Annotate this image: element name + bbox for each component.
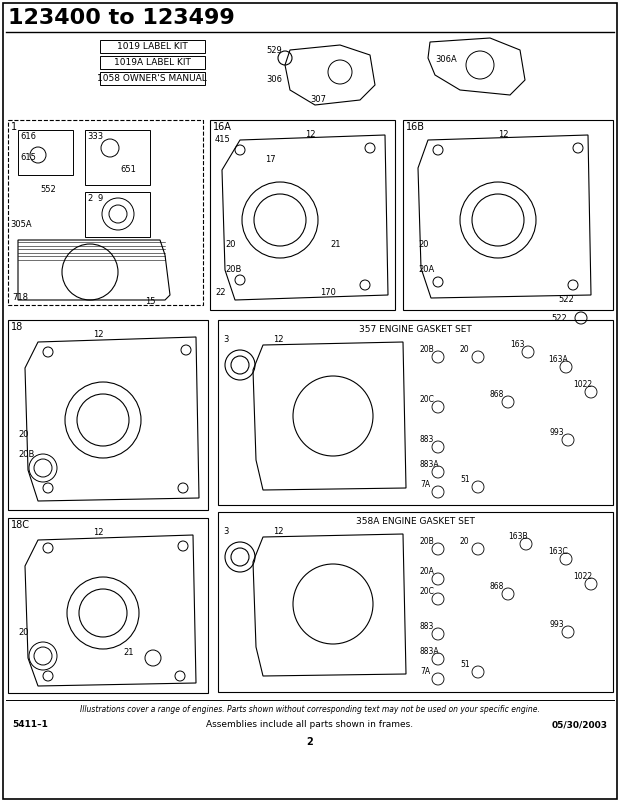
Bar bbox=[8, 320, 208, 510]
Bar bbox=[100, 72, 205, 85]
Text: 1022: 1022 bbox=[573, 380, 592, 389]
Bar bbox=[18, 130, 73, 175]
Bar bbox=[210, 120, 395, 310]
Text: Assemblies include all parts shown in frames.: Assemblies include all parts shown in fr… bbox=[206, 720, 414, 729]
Text: 21: 21 bbox=[123, 648, 133, 657]
Text: 20B: 20B bbox=[420, 537, 435, 546]
Text: 883A: 883A bbox=[420, 460, 440, 469]
Bar bbox=[8, 518, 208, 693]
Text: 20: 20 bbox=[418, 240, 428, 249]
Text: 868: 868 bbox=[490, 582, 505, 591]
Text: 615: 615 bbox=[20, 153, 36, 162]
Text: 9: 9 bbox=[97, 194, 102, 203]
Text: 20A: 20A bbox=[420, 567, 435, 576]
Text: 170: 170 bbox=[320, 288, 336, 297]
Bar bbox=[100, 40, 205, 53]
Text: 522: 522 bbox=[558, 295, 574, 304]
Text: 20: 20 bbox=[460, 537, 469, 546]
Text: 7A: 7A bbox=[420, 480, 430, 489]
Text: 1058 OWNER'S MANUAL: 1058 OWNER'S MANUAL bbox=[97, 74, 207, 83]
Text: 1019 LABEL KIT: 1019 LABEL KIT bbox=[117, 42, 187, 51]
Text: Illustrations cover a range of engines. Parts shown without corresponding text m: Illustrations cover a range of engines. … bbox=[80, 705, 540, 714]
Text: 16B: 16B bbox=[406, 122, 425, 132]
Text: 16A: 16A bbox=[213, 122, 232, 132]
Text: 1019A LABEL KIT: 1019A LABEL KIT bbox=[113, 58, 190, 67]
Text: 20A: 20A bbox=[418, 265, 434, 274]
Text: 51: 51 bbox=[460, 660, 469, 669]
Text: 20: 20 bbox=[460, 345, 469, 354]
Text: 20C: 20C bbox=[420, 587, 435, 596]
Text: 522: 522 bbox=[551, 314, 567, 323]
Bar bbox=[218, 320, 613, 505]
Text: 12: 12 bbox=[498, 130, 508, 139]
Text: 883: 883 bbox=[420, 435, 435, 444]
Text: 12: 12 bbox=[273, 335, 283, 344]
Text: 20: 20 bbox=[18, 628, 29, 637]
Text: 163: 163 bbox=[510, 340, 525, 349]
Text: 529: 529 bbox=[266, 46, 281, 55]
Bar bbox=[8, 120, 203, 305]
Text: 5411–1: 5411–1 bbox=[12, 720, 48, 729]
Text: 307: 307 bbox=[310, 95, 326, 104]
Text: 15: 15 bbox=[145, 297, 156, 306]
Bar bbox=[85, 130, 150, 185]
Text: 51: 51 bbox=[460, 475, 469, 484]
Text: 993: 993 bbox=[550, 620, 565, 629]
Text: 616: 616 bbox=[20, 132, 36, 141]
Text: 2: 2 bbox=[87, 194, 92, 203]
Text: 20: 20 bbox=[18, 430, 29, 439]
Text: 12: 12 bbox=[273, 527, 283, 536]
Text: 3: 3 bbox=[223, 335, 228, 344]
Text: 1: 1 bbox=[11, 122, 17, 132]
Bar bbox=[218, 512, 613, 692]
Text: 357 ENGINE GASKET SET: 357 ENGINE GASKET SET bbox=[359, 325, 472, 334]
Text: 552: 552 bbox=[40, 185, 56, 194]
Text: 20: 20 bbox=[225, 240, 236, 249]
Text: 12: 12 bbox=[93, 528, 104, 537]
Text: 1022: 1022 bbox=[573, 572, 592, 581]
Text: 7A: 7A bbox=[420, 667, 430, 676]
Text: 12: 12 bbox=[305, 130, 316, 139]
Text: 883: 883 bbox=[420, 622, 435, 631]
Text: 18C: 18C bbox=[11, 520, 30, 530]
Text: 163C: 163C bbox=[548, 547, 568, 556]
Text: 651: 651 bbox=[120, 165, 136, 174]
Text: 358A ENGINE GASKET SET: 358A ENGINE GASKET SET bbox=[356, 517, 475, 526]
Text: 868: 868 bbox=[490, 390, 505, 399]
Bar bbox=[85, 192, 150, 237]
Bar bbox=[403, 120, 613, 310]
Text: 12: 12 bbox=[93, 330, 104, 339]
Text: 20C: 20C bbox=[420, 395, 435, 404]
Text: 305A: 305A bbox=[10, 220, 32, 229]
Text: 333: 333 bbox=[87, 132, 103, 141]
Text: 993: 993 bbox=[550, 428, 565, 437]
Text: 2: 2 bbox=[307, 737, 313, 747]
Text: 20B: 20B bbox=[18, 450, 34, 459]
Text: 306: 306 bbox=[266, 75, 282, 84]
Text: 718: 718 bbox=[12, 293, 28, 302]
Text: 18: 18 bbox=[11, 322, 24, 332]
Text: 3: 3 bbox=[223, 527, 228, 536]
Text: 883A: 883A bbox=[420, 647, 440, 656]
Text: 05/30/2003: 05/30/2003 bbox=[552, 720, 608, 729]
Text: 21: 21 bbox=[330, 240, 340, 249]
Text: 306A: 306A bbox=[435, 55, 457, 64]
Text: 20B: 20B bbox=[225, 265, 241, 274]
Text: 17: 17 bbox=[265, 155, 276, 164]
Text: 163A: 163A bbox=[548, 355, 568, 364]
Text: 123400 to 123499: 123400 to 123499 bbox=[8, 8, 235, 28]
Text: 22: 22 bbox=[215, 288, 226, 297]
Text: 20B: 20B bbox=[420, 345, 435, 354]
Text: 163B: 163B bbox=[508, 532, 528, 541]
Bar bbox=[100, 56, 205, 69]
Text: 415: 415 bbox=[215, 135, 231, 144]
